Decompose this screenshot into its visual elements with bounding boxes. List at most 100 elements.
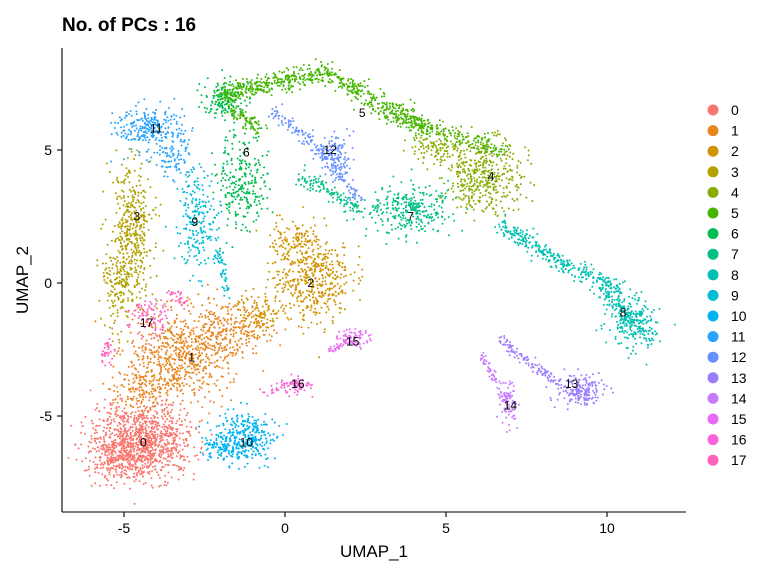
point-cluster-4 [469,173,472,175]
point-cluster-2 [313,270,316,273]
point-cluster-6 [210,108,213,110]
point-cluster-6 [257,215,260,218]
point-cluster-1 [217,349,220,352]
point-cluster-1 [180,333,183,336]
point-cluster-1 [140,346,143,349]
point-cluster-1 [156,363,159,366]
point-cluster-2 [333,300,336,303]
point-cluster-0 [155,420,158,423]
point-cluster-4 [465,185,468,188]
point-cluster-1 [160,377,163,380]
point-cluster-7 [437,216,439,219]
point-cluster-7 [430,203,433,206]
point-cluster-0 [154,468,157,471]
point-cluster-1 [241,343,244,345]
point-cluster-9 [205,235,208,238]
point-cluster-0 [138,447,141,450]
point-cluster-3 [133,242,136,245]
point-cluster-1 [133,390,136,393]
point-cluster-4 [474,152,477,155]
point-cluster-1 [133,345,136,348]
point-cluster-3 [115,211,118,214]
point-cluster-2 [292,240,295,243]
point-cluster-1 [202,380,205,383]
point-cluster-2 [317,247,320,250]
point-cluster-4 [487,191,490,194]
point-cluster-0 [139,454,142,457]
point-cluster-3 [129,268,132,271]
point-cluster-1 [189,333,192,336]
point-cluster-2 [273,228,276,231]
point-cluster-1 [148,399,151,402]
point-cluster-4 [456,206,459,209]
point-cluster-7 [385,231,388,234]
point-cluster-0 [149,456,152,459]
point-cluster-4 [508,164,511,167]
point-cluster-1 [185,353,188,356]
point-cluster-0 [93,467,96,470]
point-cluster-1 [202,367,205,370]
point-cluster-0 [156,416,159,419]
point-cluster-4 [524,146,527,149]
point-cluster-1 [230,352,233,354]
point-cluster-2 [345,281,348,284]
point-cluster-2 [266,262,269,265]
point-cluster-3 [125,210,128,213]
point-cluster-2 [276,250,279,253]
point-cluster-7 [377,200,380,202]
point-cluster-6 [240,162,243,165]
point-cluster-7 [397,192,400,195]
point-cluster-3 [142,256,145,259]
point-cluster-7 [441,222,444,225]
point-cluster-1 [217,316,220,319]
point-cluster-3 [127,215,130,218]
point-cluster-6 [255,204,258,207]
point-cluster-1 [189,353,192,356]
point-cluster-0 [152,436,155,439]
point-cluster-4 [437,143,440,146]
point-cluster-1 [201,304,204,307]
point-cluster-4 [491,155,494,158]
point-cluster-0 [95,450,98,453]
point-cluster-3 [139,234,142,237]
point-cluster-0 [186,455,189,458]
point-cluster-1 [155,307,158,310]
point-cluster-3 [158,214,161,217]
point-cluster-0 [119,372,122,375]
point-cluster-1 [204,322,207,325]
point-cluster-1 [177,367,180,370]
point-cluster-8 [636,299,639,302]
point-cluster-1 [175,349,177,352]
point-cluster-2 [318,356,321,359]
point-cluster-1 [211,322,214,325]
point-cluster-8 [621,330,624,332]
point-cluster-3 [130,190,133,193]
point-cluster-4 [477,189,480,191]
point-cluster-2 [297,264,300,267]
point-cluster-1 [186,346,188,349]
point-cluster-6 [251,179,253,182]
point-cluster-2 [278,282,281,285]
point-cluster-1 [169,356,172,358]
point-cluster-1 [257,320,260,322]
point-cluster-0 [165,432,168,435]
point-cluster-1 [163,380,166,382]
point-cluster-9 [188,174,191,177]
point-cluster-3 [124,245,127,248]
point-cluster-1 [218,347,221,350]
point-cluster-2 [312,248,315,251]
point-cluster-1 [208,311,210,314]
point-cluster-9 [202,230,205,233]
point-cluster-6 [224,179,227,182]
point-cluster-3 [137,191,140,194]
point-cluster-0 [188,432,191,435]
point-cluster-0 [94,482,97,485]
point-cluster-1 [180,367,182,370]
point-cluster-2 [290,285,293,288]
point-cluster-4 [519,183,522,186]
point-cluster-3 [143,268,146,271]
point-cluster-2 [314,297,317,300]
point-cluster-3 [113,299,116,302]
point-cluster-1 [159,337,162,340]
point-cluster-1 [284,328,287,331]
